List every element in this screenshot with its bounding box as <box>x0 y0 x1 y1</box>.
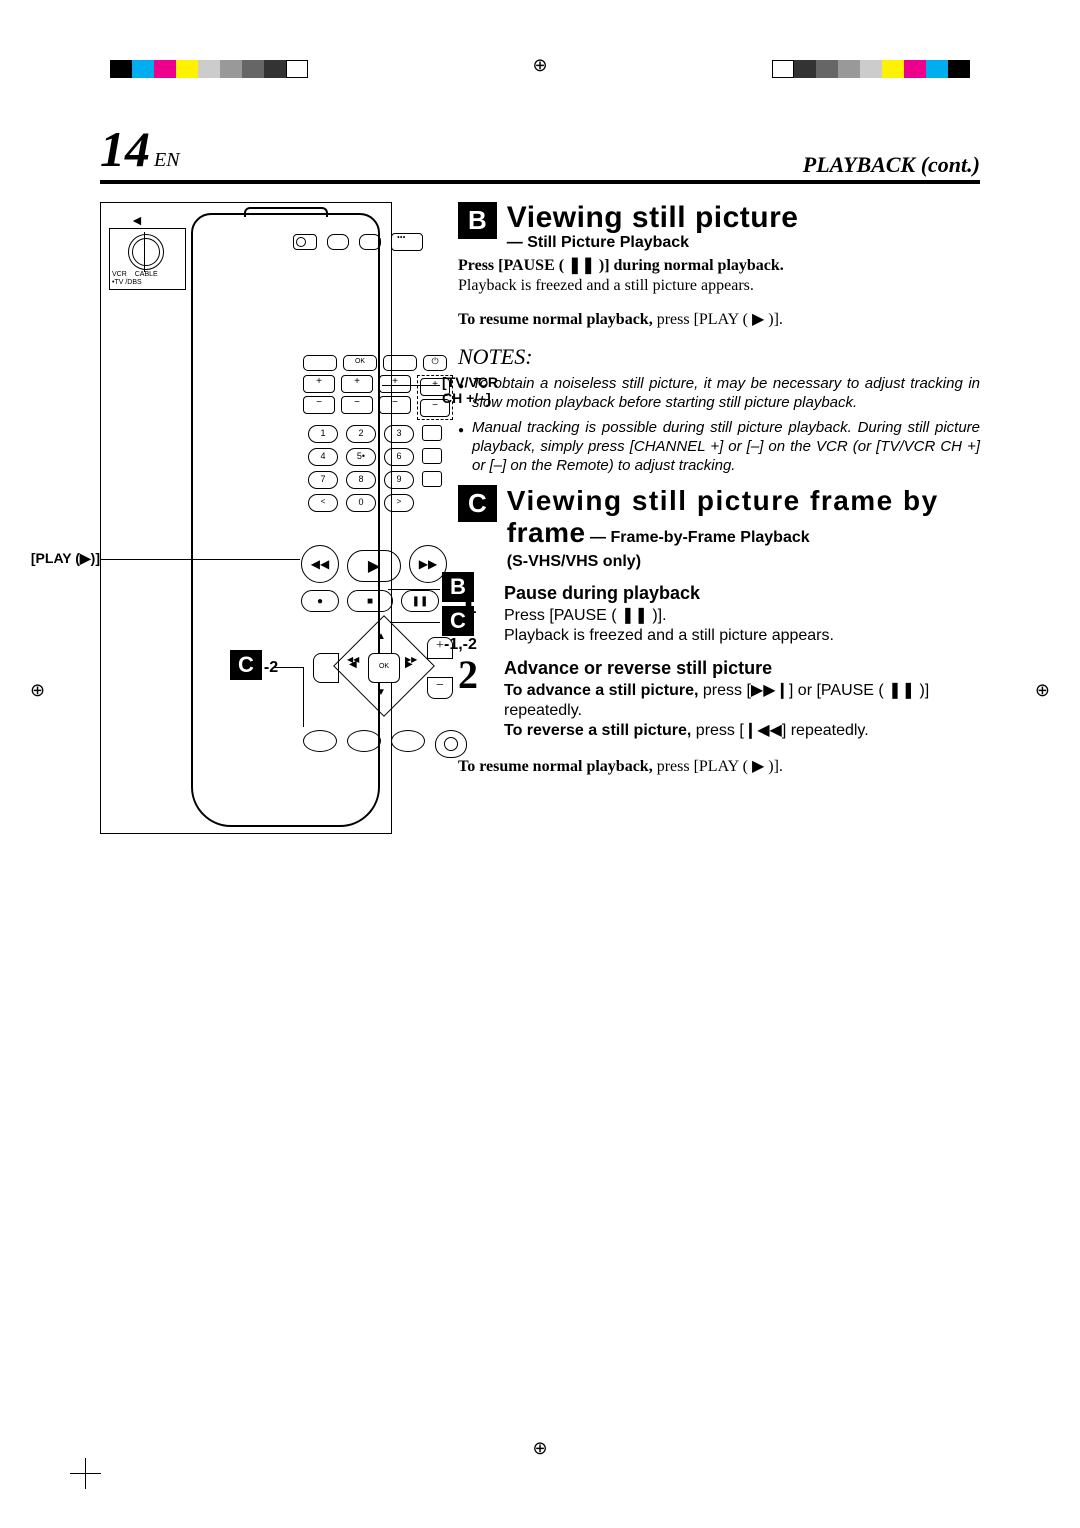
resume2: To resume normal playback, press [PLAY (… <box>458 757 980 777</box>
crop-register-icon: ⊕ <box>532 55 547 76</box>
corner-mark-bl <box>70 1458 100 1488</box>
remote-column: VCR CABLE •TV /DBS O <box>100 202 430 834</box>
step-2-num: 2 <box>458 658 488 692</box>
switch-labels: VCR CABLE •TV /DBS <box>112 271 158 287</box>
remote-illustration: VCR CABLE •TV /DBS O <box>100 202 392 834</box>
section-c-heading: C Viewing still picture frame by frame —… <box>458 485 980 571</box>
section-title: PLAYBACK (cont.) <box>803 152 980 178</box>
crop-marks-top: ⊕ <box>0 60 1080 90</box>
side-register-right: ⊕ <box>1035 680 1050 701</box>
section-c-box: C <box>458 485 497 522</box>
side-register-left: ⊕ <box>30 680 45 701</box>
section-c-subtitle: — Frame-by-Frame Playback <box>590 529 810 546</box>
page-number: 14EN <box>100 120 180 178</box>
crop-swatches-left <box>110 60 308 78</box>
note-item: To obtain a noiseless still picture, it … <box>458 374 980 412</box>
content-column: B Viewing still picture — Still Picture … <box>458 202 980 834</box>
crop-register-bottom: ⊕ <box>532 1438 547 1459</box>
remote-body: OK ⏻ +− +− +− <box>191 213 380 827</box>
section-c-svhs: (S-VHS/VHS only) <box>507 553 939 571</box>
notes-heading: NOTES: <box>458 344 980 370</box>
section-c-title2: frame <box>507 517 586 548</box>
notes-list: To obtain a noiseless still picture, it … <box>458 374 980 475</box>
section-c-title1: Viewing still picture frame by <box>507 485 939 517</box>
page-header: 14EN PLAYBACK (cont.) <box>100 120 980 184</box>
page-number-value: 14 <box>100 121 150 177</box>
step-2-text: To advance a still picture, press [▶▶❙] … <box>504 681 980 741</box>
note-item: Manual tracking is possible during still… <box>458 418 980 475</box>
callout-C12: C-1,-2 <box>442 606 477 654</box>
callout-C2: C-2 <box>230 650 278 680</box>
secB-body: Press [PAUSE ( ❚❚ )] during normal playb… <box>458 256 980 296</box>
step-2-title: Advance or reverse still picture <box>504 658 980 679</box>
step-1-text: Press [PAUSE ( ❚❚ )]. Playback is freeze… <box>504 606 980 646</box>
label-play: [PLAY (▶)] <box>10 550 100 567</box>
step-2: 2 Advance or reverse still picture To ad… <box>458 658 980 741</box>
section-b-title: Viewing still picture <box>507 202 799 234</box>
callout-B: B <box>442 572 474 602</box>
crop-marks-bottom: ⊕ <box>0 1438 1080 1468</box>
section-b-heading: B Viewing still picture — Still Picture … <box>458 202 980 252</box>
mode-switch-panel: VCR CABLE •TV /DBS <box>109 228 186 290</box>
section-b-subtitle: — Still Picture Playback <box>507 234 799 252</box>
page-lang: EN <box>154 149 180 171</box>
section-b-box: B <box>458 202 497 239</box>
secB-resume: To resume normal playback, press [PLAY (… <box>458 310 980 330</box>
step-1: 1 Pause during playback Press [PAUSE ( ❚… <box>458 583 980 646</box>
step-1-title: Pause during playback <box>504 583 980 604</box>
crop-swatches-right <box>772 60 970 78</box>
